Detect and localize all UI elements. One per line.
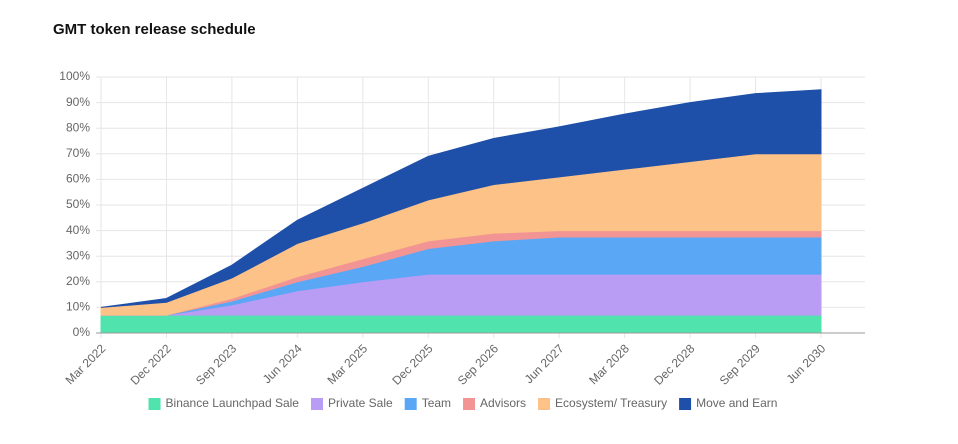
y-tick-label: 80% (66, 120, 90, 134)
y-tick-label: 40% (66, 223, 90, 237)
x-tick-label: Dec 2022 (128, 341, 174, 387)
x-tick-label: Mar 2025 (324, 341, 370, 387)
legend-label: Advisors (480, 396, 526, 410)
y-tick-label: 90% (66, 95, 90, 109)
legend-swatch (310, 398, 323, 410)
y-tick-label: 30% (66, 248, 90, 262)
y-tick-label: 70% (66, 146, 90, 160)
legend-label: Binance Launchpad Sale (166, 396, 300, 410)
x-tick-label: Jun 2024 (260, 341, 305, 386)
y-tick-label: 0% (73, 325, 91, 339)
x-tick-label: Jun 2027 (522, 341, 567, 386)
legend-label: Team (422, 396, 451, 410)
y-tick-label: 60% (66, 172, 90, 186)
legend-swatch (148, 398, 161, 410)
legend-swatch (538, 398, 551, 410)
x-tick-label: Mar 2028 (586, 341, 632, 387)
legend-label: Move and Earn (696, 396, 777, 410)
legend: Binance Launchpad Sale Private Sale Team Ad… (148, 396, 777, 410)
y-tick-label: 20% (66, 274, 90, 288)
x-tick-label: Jun 2030 (784, 341, 829, 386)
x-tick-label: Sep 2029 (717, 341, 763, 387)
x-tick-label: Dec 2025 (389, 341, 435, 387)
area (100, 89, 822, 308)
area (100, 314, 822, 334)
y-tick-label: 50% (66, 197, 90, 211)
legend-swatch (463, 398, 476, 410)
legend-swatch (679, 398, 692, 410)
chart-title: GMT token release schedule (53, 21, 256, 38)
x-tick-label: Sep 2026 (455, 341, 501, 387)
y-tick-label: 100% (59, 69, 90, 83)
legend-swatch (404, 398, 417, 410)
legend-label: Private Sale (328, 396, 393, 410)
legend-label: Ecosystem/ Treasury (555, 396, 667, 410)
x-tick-label: Mar 2022 (63, 341, 109, 387)
x-tick-label: Sep 2023 (193, 341, 239, 387)
y-tick-label: 10% (66, 300, 90, 314)
x-tick-label: Dec 2028 (651, 341, 697, 387)
